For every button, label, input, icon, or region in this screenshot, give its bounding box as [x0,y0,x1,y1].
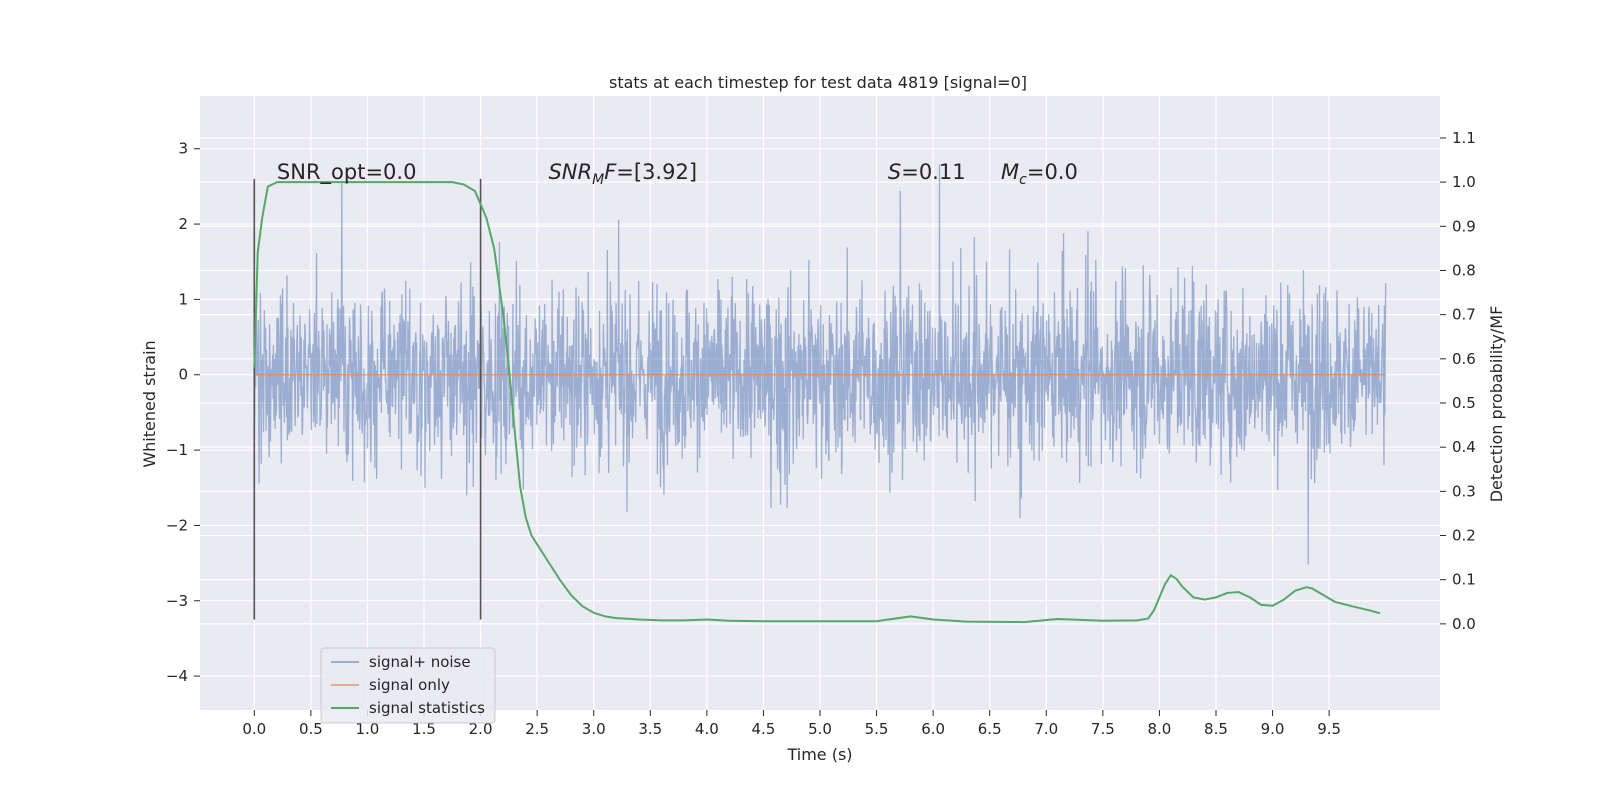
legend-box [320,647,496,724]
y-tick-label-0: −4 [166,667,188,685]
noise-trace [253,164,1387,565]
y-tick-label-4: 0 [178,366,188,384]
y2-tick-label-10: 1.0 [1452,173,1476,191]
y-tick-label-1: −3 [166,592,188,610]
y-tick-label-7: 3 [178,140,188,158]
statistics-curve [253,181,1381,624]
annotation-snr_opt: SNR_opt=0.0 [277,160,417,185]
annotation-s: S=0.11 [888,160,966,184]
y2-axis-label: Detection probability/MF [1487,306,1506,503]
y2-tick-label-6: 0.6 [1452,350,1476,368]
x-tick-label-5: 2.5 [525,720,549,738]
x-tick-label-0: 0.0 [242,720,266,738]
x-tick-label-1: 0.5 [299,720,323,738]
x-tick-label-6: 3.0 [582,720,606,738]
x-tick-label-11: 5.5 [865,720,889,738]
x-tick-label-10: 5.0 [808,720,832,738]
y2-tick-label-1: 0.1 [1452,571,1476,589]
x-tick-label-14: 7.0 [1034,720,1058,738]
y2-tick-label-8: 0.8 [1452,261,1476,279]
y-tick-label-2: −2 [166,516,188,534]
legend-label-signal-statistics: signal statistics [369,699,485,717]
x-tick-label-17: 8.5 [1204,720,1228,738]
y-axis-ticks: −4 −3 −2 −1 0 1 2 3 [166,140,200,685]
chart-title: stats at each timestep for test data 481… [609,73,1027,92]
x-axis-ticks: 0.0 0.5 1.0 1.5 2.0 2.5 3.0 3.5 4.0 4.5 5.0 5.5 6.0 6… [242,710,1341,738]
annotation-mc: Mc=0.0 [1001,160,1078,188]
legend: signal+ noise signal only signal statist… [320,647,496,724]
series-signal-noise [253,164,1387,565]
x-tick-label-13: 6.5 [978,720,1002,738]
y2-axis-ticks: 0.0 0.1 0.2 0.3 0.4 0.5 0.6 0.7 0.8 0.9 1.0 1.1 [1440,129,1476,633]
y-tick-label-6: 2 [178,215,188,233]
y2-tick-label-9: 0.9 [1452,217,1476,235]
annotations: SNR_opt=0.0 SNRMF=[3.92] S=0.11 Mc=0.0 [277,160,1078,188]
annotation-snr_mf: SNRMF=[3.92] [548,160,697,188]
y2-tick-label-4: 0.4 [1452,438,1476,456]
y2-tick-label-11: 1.1 [1452,129,1476,147]
y-axis-label: Whitened strain [140,340,159,467]
marker-lines [253,178,482,620]
x-tick-label-2: 1.0 [356,720,380,738]
x-tick-label-4: 2.0 [469,720,493,738]
x-tick-label-3: 1.5 [412,720,436,738]
y-tick-label-5: 1 [178,290,188,308]
x-tick-label-19: 9.5 [1317,720,1341,738]
x-tick-label-12: 6.0 [921,720,945,738]
y-tick-label-3: −1 [166,441,188,459]
x-tick-label-15: 7.5 [1091,720,1115,738]
x-tick-label-16: 8.0 [1147,720,1171,738]
y2-tick-label-7: 0.7 [1452,306,1476,324]
y2-tick-label-3: 0.3 [1452,482,1476,500]
x-tick-label-18: 9.0 [1261,720,1285,738]
legend-label-signal-only: signal only [369,676,450,694]
series-signal-statistics [253,181,1381,624]
legend-label-signal-noise: signal+ noise [369,653,471,671]
x-axis-label: Time (s) [786,745,852,764]
x-tick-label-7: 3.5 [638,720,662,738]
y2-tick-label-5: 0.5 [1452,394,1476,412]
x-tick-label-8: 4.0 [695,720,719,738]
y2-tick-label-2: 0.2 [1452,527,1476,545]
x-tick-label-9: 4.5 [752,720,776,738]
y2-tick-label-0: 0.0 [1452,615,1476,633]
